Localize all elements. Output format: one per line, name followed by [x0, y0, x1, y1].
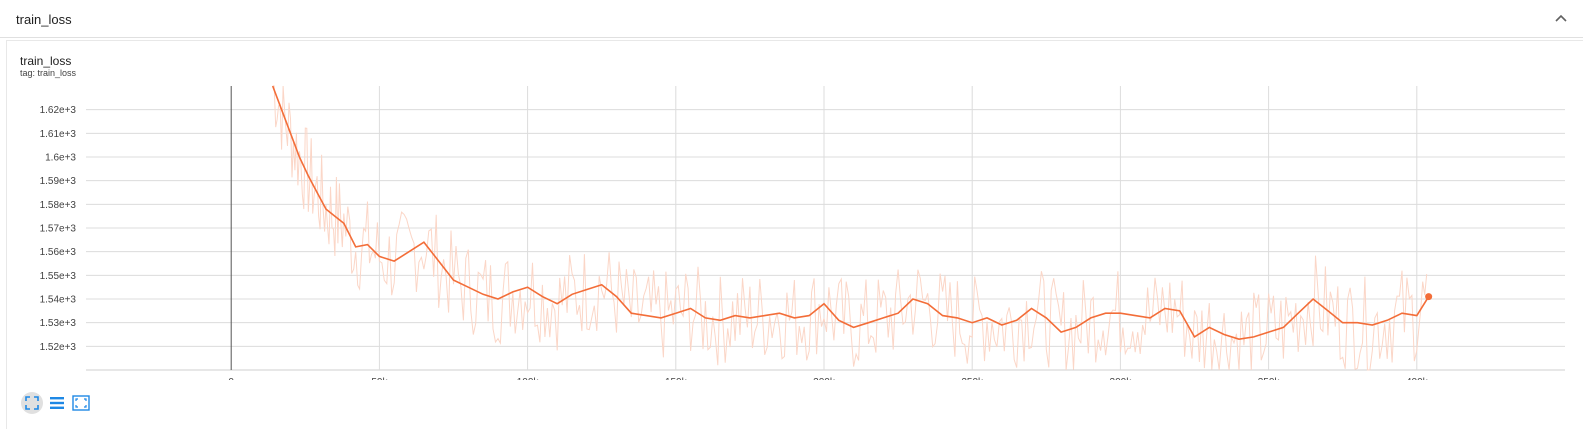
y-tick-label: 1.59e+3	[40, 176, 77, 187]
section-header: train_loss	[0, 0, 1583, 38]
chevron-up-icon[interactable]	[1551, 9, 1571, 29]
x-tick-label: 50k	[371, 377, 388, 380]
x-tick-label: 350k	[1258, 377, 1281, 380]
x-tick-label: 400k	[1406, 377, 1429, 380]
y-tick-label: 1.53e+3	[40, 318, 77, 329]
x-tick-label: 0	[228, 377, 234, 380]
lines-icon[interactable]	[46, 392, 68, 414]
y-tick-label: 1.56e+3	[40, 247, 77, 258]
smoothed-series-line	[271, 85, 1430, 341]
x-tick-label: 200k	[813, 377, 836, 380]
x-tick-label: 300k	[1110, 377, 1133, 380]
x-tick-label: 100k	[517, 377, 540, 380]
y-tick-label: 1.58e+3	[40, 200, 77, 211]
raw-series-line	[272, 85, 1428, 371]
y-tick-label: 1.61e+3	[40, 129, 77, 140]
x-tick-label: 250k	[961, 377, 984, 380]
x-tick-label: 150k	[665, 377, 688, 380]
y-tick-label: 1.62e+3	[40, 105, 77, 116]
last-point-marker	[1425, 293, 1433, 301]
chart-tag: tag: train_loss	[20, 68, 77, 78]
y-tick-label: 1.55e+3	[40, 271, 77, 282]
chart-title: train_loss	[20, 54, 72, 68]
loss-chart[interactable]: 1.52e+3 1.53e+3 1.54e+3 1.55e+3 1.56e+3 1.57e…	[0, 80, 1583, 380]
expand-icon[interactable]	[70, 392, 92, 414]
y-tick-label: 1.6e+3	[45, 153, 76, 164]
y-tick-label: 1.52e+3	[40, 342, 77, 353]
chart-card	[6, 40, 1583, 429]
section-title: train_loss	[16, 12, 72, 27]
y-tick-label: 1.54e+3	[40, 295, 77, 306]
fit-domain-icon[interactable]	[21, 392, 43, 414]
y-tick-label: 1.57e+3	[40, 224, 77, 235]
